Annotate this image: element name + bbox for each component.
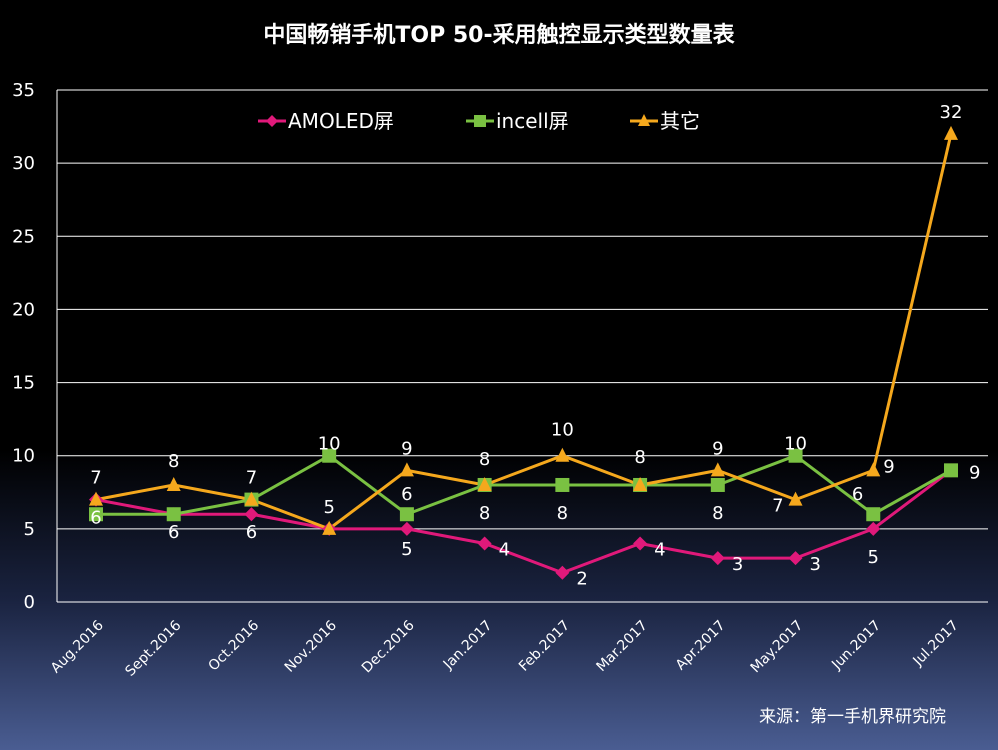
y-axis: 0 5 10 15 20 25 30 35 [12, 80, 58, 613]
x-tick-label: Oct.2016 [206, 617, 263, 674]
data-label: 32 [940, 102, 963, 123]
chart-title: 中国畅销手机TOP 50-采用触控显示类型数量表 [263, 22, 735, 48]
legend-swatch-marker [474, 115, 486, 127]
x-tick-label: Sept.2016 [122, 617, 184, 679]
data-point [244, 491, 259, 506]
data-point [555, 447, 570, 462]
data-point [322, 520, 337, 535]
y-tick-label: 15 [12, 373, 35, 394]
data-label: 6 [852, 484, 863, 505]
x-axis: Aug.2016 Sept.2016 Oct.2016 Nov.2016 Dec.201… [48, 617, 962, 679]
data-label: 8 [479, 503, 490, 524]
data-point [555, 565, 570, 580]
legend-swatch-marker [638, 114, 650, 126]
data-point [788, 448, 803, 463]
series-markers [89, 125, 958, 580]
x-tick-label: May.2017 [748, 618, 807, 677]
data-label: 9 [969, 462, 980, 483]
data-label: 3 [732, 554, 743, 575]
data-point [633, 476, 648, 491]
series-line [96, 454, 952, 516]
data-label: 10 [318, 434, 341, 455]
x-tick-label: Feb.2017 [516, 618, 573, 675]
data-label: 6 [246, 522, 257, 543]
y-tick-label: 25 [12, 226, 35, 247]
data-point [710, 462, 725, 477]
data-label: 5 [868, 547, 879, 568]
data-point [477, 476, 492, 491]
data-point [89, 507, 103, 522]
data-point [477, 536, 492, 551]
data-point [399, 462, 414, 477]
data-point [866, 462, 881, 477]
data-point [788, 491, 803, 506]
data-label: 6 [90, 508, 101, 529]
data-label: 9 [401, 438, 412, 459]
data-label: 7 [246, 468, 257, 489]
data-point [555, 477, 570, 492]
data-label: 7 [90, 468, 101, 489]
legend: AMOLED屏 incell屏 其它 [258, 109, 700, 133]
x-tick-label: Aug.2016 [48, 617, 107, 676]
x-tick-label: Dec.2016 [359, 617, 418, 676]
data-label: 5 [401, 539, 412, 560]
data-point [866, 507, 881, 522]
data-point [244, 507, 259, 522]
data-label: 9 [712, 438, 723, 459]
legend-swatch-marker [266, 115, 278, 127]
x-tick-label: Jan.2017 [440, 618, 496, 674]
series-line [95, 133, 953, 531]
data-label: 8 [634, 447, 645, 468]
data-label: 6 [168, 522, 179, 543]
data-point [89, 491, 103, 506]
data-point [788, 551, 803, 566]
data-label: 8 [712, 503, 723, 524]
data-label: 5 [323, 497, 334, 518]
data-point [710, 551, 725, 566]
y-tick-label: 0 [24, 592, 35, 613]
data-point [944, 125, 958, 140]
source-note: 来源：第一手机界研究院 [759, 707, 946, 727]
y-tick-label: 35 [12, 80, 35, 101]
data-label: 4 [499, 539, 510, 560]
data-point [166, 507, 181, 522]
gridlines [57, 89, 988, 603]
x-tick-label: Apr.2017 [673, 618, 729, 674]
data-label: 10 [784, 434, 807, 455]
data-point [322, 448, 337, 463]
x-tick-label: Mar.2017 [593, 618, 650, 675]
x-tick-label: Nov.2016 [282, 617, 340, 675]
data-label: 7 [772, 496, 783, 517]
data-point [399, 521, 414, 536]
legend-label: incell屏 [496, 109, 569, 133]
data-label: 6 [401, 484, 412, 505]
data-label: 8 [168, 451, 179, 472]
data-label: 2 [576, 569, 587, 590]
legend-label: 其它 [660, 109, 700, 133]
data-point [633, 536, 648, 551]
x-tick-label: Jul.2017 [910, 618, 962, 670]
y-tick-label: 10 [12, 446, 35, 467]
data-label: 8 [557, 503, 568, 524]
data-label: 4 [654, 539, 665, 560]
data-label: 10 [551, 420, 574, 441]
data-point [944, 463, 958, 478]
data-point [166, 476, 181, 491]
data-label: 8 [479, 449, 490, 470]
series-line [95, 469, 952, 575]
data-point [399, 507, 414, 522]
x-tick-label: Jun.2017 [828, 618, 884, 674]
data-label: 3 [810, 554, 821, 575]
data-point [866, 521, 881, 536]
series-lines [95, 133, 953, 575]
y-tick-label: 5 [24, 519, 35, 540]
y-tick-label: 20 [12, 299, 35, 320]
data-label: 9 [883, 456, 894, 477]
y-tick-label: 30 [12, 153, 35, 174]
legend-label: AMOLED屏 [288, 109, 394, 133]
data-point [710, 477, 725, 492]
